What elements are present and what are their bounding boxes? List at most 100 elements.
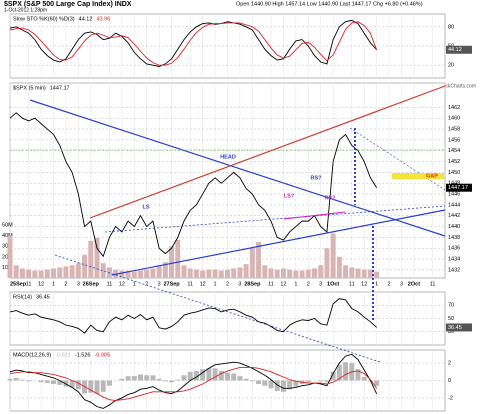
y-tick-label: 20: [448, 63, 454, 69]
bar: [274, 380, 280, 391]
bar: [88, 240, 94, 278]
bar: [181, 265, 187, 278]
bar: [32, 270, 38, 278]
bar: [131, 376, 137, 381]
x-tick-label: 2: [64, 281, 67, 287]
bar: [262, 380, 268, 386]
bar: [162, 262, 168, 278]
last-value-tag-label: 36.45: [448, 325, 462, 331]
trendline: [89, 85, 446, 219]
bar: [131, 271, 137, 278]
series-line: [9, 112, 378, 258]
bar: [193, 269, 199, 278]
bar: [181, 375, 187, 381]
bar: [94, 380, 100, 394]
series-line: [9, 21, 378, 66]
x-tick-label: 27Sep: [163, 281, 180, 287]
bar: [119, 378, 125, 381]
bar: [280, 380, 286, 392]
x-tick-label: 3: [319, 281, 322, 287]
bar: [249, 248, 255, 278]
bar: [336, 256, 342, 278]
chart-title: $SPX (S&P 500 Large Cap Index) INDX: [4, 1, 132, 8]
bar: [274, 269, 280, 278]
x-tick-label: 26Sep: [83, 281, 100, 287]
bar: [156, 378, 162, 381]
bar: [305, 269, 311, 278]
last-value: -1.526: [75, 352, 91, 358]
bar: [318, 380, 324, 382]
bar: [144, 375, 150, 381]
bar: [262, 265, 268, 278]
annotation: HEAD: [220, 154, 236, 160]
bar: [361, 377, 367, 381]
bar: [51, 268, 56, 278]
y-tick-label: 1456: [448, 137, 460, 143]
bar: [19, 379, 25, 381]
bar: [119, 270, 125, 278]
last-value-tag: [446, 45, 472, 54]
bar: [256, 380, 262, 384]
bar: [212, 269, 218, 278]
x-tick-label: 11: [187, 281, 193, 287]
bar: [355, 268, 361, 278]
bar: [100, 380, 106, 392]
x-tick-label: 12: [280, 281, 286, 287]
bar: [330, 371, 336, 381]
bar: [57, 267, 63, 278]
last-value-tag: [446, 323, 472, 332]
bar: [75, 380, 81, 390]
trendline: [349, 127, 446, 191]
bar: [175, 379, 181, 381]
trendline: [104, 205, 446, 233]
panel-title: RSI(14): [13, 294, 32, 300]
y-tick-label: 1452: [448, 159, 460, 165]
bar: [26, 269, 32, 278]
x-tick-label: 3: [77, 281, 80, 287]
bar: [200, 369, 206, 381]
bar: [44, 269, 50, 278]
bar: [225, 372, 230, 381]
bar: [88, 380, 94, 393]
bar: [336, 364, 342, 381]
bar: [51, 380, 56, 384]
last-value: 36.45: [36, 294, 50, 300]
x-tick-label: 25Sep: [10, 281, 27, 287]
last-value: 43.96: [96, 16, 110, 22]
y-tick-label: 1446: [448, 191, 460, 197]
bar: [13, 377, 19, 381]
last-value: -0.621: [55, 352, 71, 358]
trendline: [29, 99, 446, 237]
bar: [374, 380, 380, 386]
y2-tick-label: 50M: [2, 222, 13, 228]
bar: [293, 380, 299, 387]
bar: [324, 248, 330, 278]
x-tick-label: 2: [145, 281, 148, 287]
y-tick-label: 1460: [448, 116, 460, 122]
y-tick-label: 1436: [448, 246, 460, 252]
bar: [82, 254, 88, 278]
x-tick-label: 2Oct: [408, 281, 420, 287]
annotation: LS?: [284, 193, 295, 199]
y-tick-label: 1442: [448, 213, 460, 219]
y-tick-label: 1432: [448, 267, 460, 273]
y-tick-label: 1440: [448, 224, 460, 230]
bar: [38, 270, 44, 278]
bar: [312, 268, 317, 278]
bar: [287, 380, 293, 390]
y-tick-label: 2: [448, 361, 451, 367]
bar: [169, 380, 175, 383]
x-tick-label: 1: [52, 281, 55, 287]
bar: [355, 369, 361, 381]
bar: [243, 264, 249, 278]
x-tick-label: 1: [375, 281, 378, 287]
quote: Open 1440.90 High 1457.14 Low 1440.90 La…: [236, 1, 423, 7]
last-value: -0.905: [94, 352, 110, 358]
bar: [293, 270, 299, 278]
bar: [367, 269, 373, 278]
series-line: [9, 298, 377, 334]
x-tick-label: 1: [133, 281, 136, 287]
bar: [218, 370, 224, 381]
chart-subtitle: 1-Oct-2012 1:28pm: [4, 7, 47, 13]
